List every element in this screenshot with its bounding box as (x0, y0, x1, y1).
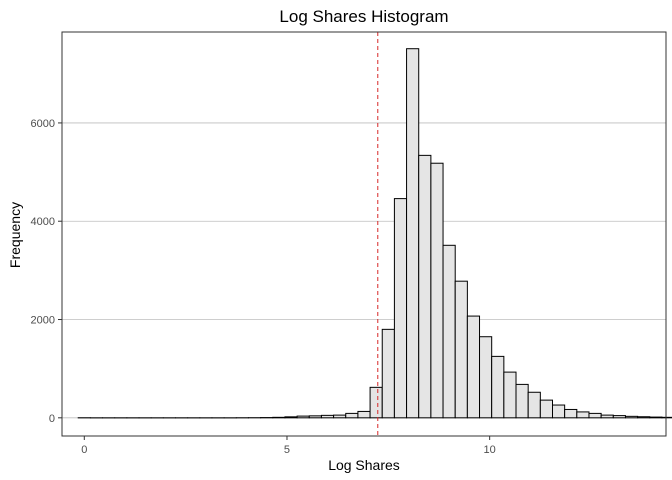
histogram-bar (564, 408, 578, 419)
histogram-bar (454, 280, 468, 419)
histogram-bar (406, 48, 420, 419)
histogram-bar (624, 415, 639, 419)
histogram-bar (551, 404, 566, 419)
histogram-bar (357, 410, 371, 419)
histogram-bar (442, 244, 456, 419)
histogram-bars (77, 48, 672, 419)
histogram-bar (503, 371, 517, 419)
x-tick-label: 10 (484, 444, 496, 456)
histogram-bar (296, 415, 310, 419)
histogram-bar (576, 411, 590, 419)
y-tick-label: 2000 (31, 315, 55, 327)
histogram-bar (345, 412, 359, 419)
histogram-bar (612, 415, 626, 419)
histogram-bar (539, 399, 553, 419)
chart-title: Log Shares Histogram (279, 7, 448, 26)
y-axis-title: Frequency (7, 202, 23, 268)
histogram-bar (515, 383, 529, 419)
histogram-bar (479, 336, 493, 419)
histogram-bar (284, 416, 298, 419)
histogram-bar (430, 162, 444, 419)
histogram-bar (649, 416, 663, 419)
histogram-bar (308, 415, 322, 419)
histogram-bar (369, 386, 383, 419)
histogram-bar (491, 355, 505, 419)
x-axis: 0 5 10 (81, 436, 496, 456)
grid-lines (62, 122, 666, 419)
histogram-bar (393, 198, 408, 419)
y-tick-label: 0 (49, 413, 55, 425)
histogram-bar (466, 315, 481, 419)
y-tick-label: 4000 (31, 216, 55, 228)
x-axis-title: Log Shares (328, 457, 400, 473)
histogram-bar (381, 328, 395, 419)
histogram-bar (527, 391, 541, 419)
histogram-bar (418, 154, 432, 419)
histogram-bar (333, 414, 347, 419)
histogram-bar (588, 412, 602, 419)
x-tick-label: 5 (284, 444, 290, 456)
x-tick-label: 0 (81, 444, 87, 456)
y-tick-label: 6000 (31, 118, 55, 130)
y-axis: 0 2000 4000 6000 (31, 118, 62, 425)
histogram-bar (320, 414, 335, 419)
histogram-bar (637, 416, 651, 419)
histogram-bar (600, 414, 614, 419)
panel-border (61, 31, 667, 437)
